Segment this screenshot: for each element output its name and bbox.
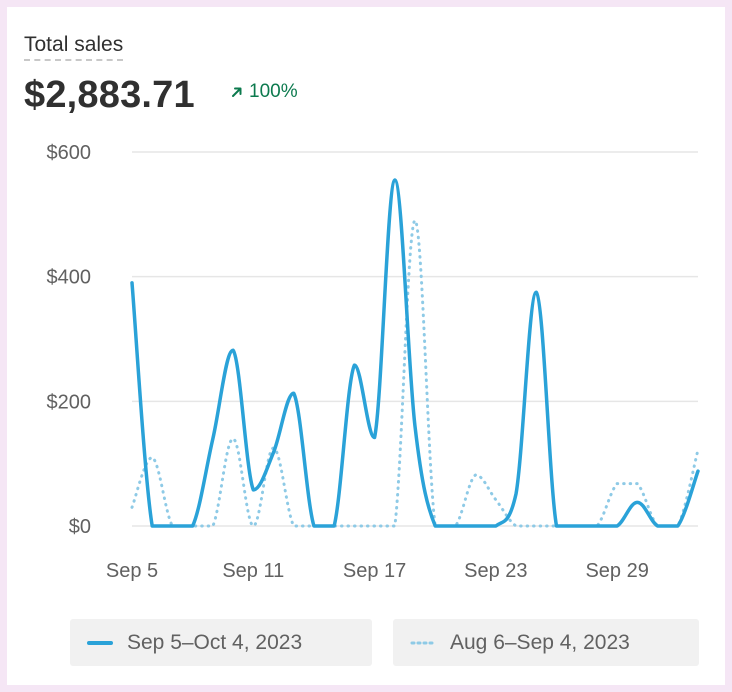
legend-label-previous: Aug 6–Sep 4, 2023	[450, 630, 630, 654]
x-tick-label: Sep 29	[585, 560, 648, 582]
legend-label-current: Sep 5–Oct 4, 2023	[127, 630, 303, 654]
series-line-current[interactable]	[130, 178, 700, 528]
x-tick-label: Sep 17	[343, 560, 406, 582]
series-line-previous[interactable]	[130, 219, 700, 528]
y-tick-label: $200	[47, 391, 92, 413]
x-tick-label: Sep 23	[464, 560, 527, 582]
metric-value: $2,883.71	[24, 74, 195, 116]
dotted-line-swatch-icon	[410, 641, 436, 644]
x-tick-label: Sep 5	[106, 560, 158, 582]
sales-line-chart: $0 $200 $400 $600 Sep 5 Sep 11 Sep 17 Sep 23 Sep…	[47, 142, 700, 582]
y-tick-label: $600	[47, 142, 92, 164]
legend-item-previous[interactable]: Aug 6–Sep 4, 2023	[393, 619, 699, 666]
solid-line-swatch-icon	[87, 640, 113, 645]
y-tick-label: $0	[69, 516, 91, 538]
total-sales-card: Total sales $2,883.71 100% $0 $200 $400 $60…	[7, 7, 725, 685]
metric-label[interactable]: Total sales	[24, 33, 124, 61]
x-tick-label: Sep 11	[222, 560, 284, 582]
arrow-up-right-icon	[232, 87, 242, 97]
y-tick-label: $400	[47, 267, 92, 289]
legend-item-current[interactable]: Sep 5–Oct 4, 2023	[70, 619, 372, 666]
metric-change-value: 100%	[249, 81, 298, 102]
metric-change: 100%	[231, 81, 298, 103]
